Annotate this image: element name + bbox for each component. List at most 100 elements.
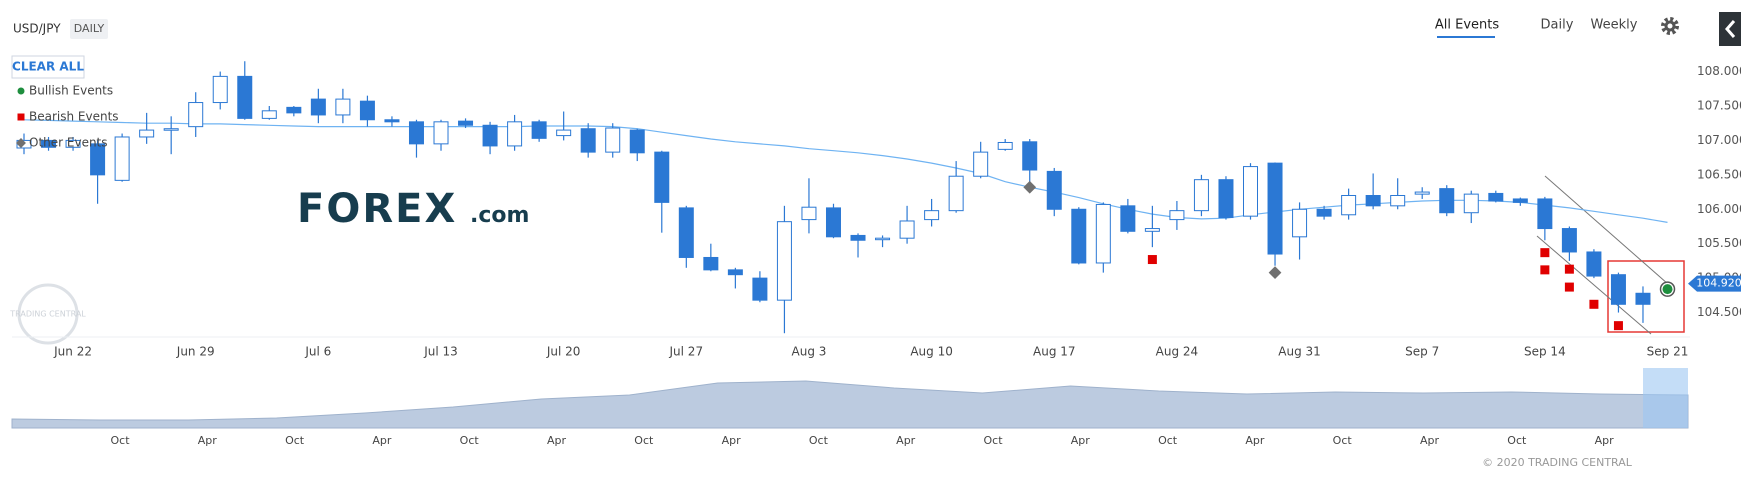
candle-body xyxy=(727,269,743,276)
navigator-label: Oct xyxy=(809,434,829,447)
tab-daily[interactable]: Daily xyxy=(1541,18,1574,33)
legend-marker xyxy=(17,113,25,121)
y-tick-label: 104.500 xyxy=(1697,305,1741,319)
tab-underline xyxy=(1437,36,1495,38)
candle-body xyxy=(482,124,498,147)
candle-body xyxy=(507,121,523,147)
legend-marker xyxy=(16,138,26,148)
logo: FOREX xyxy=(297,186,457,232)
x-tick-label: Jul 6 xyxy=(304,345,331,359)
candle-body xyxy=(1414,191,1430,195)
candle-body xyxy=(1365,195,1381,207)
candle-body xyxy=(1193,179,1209,212)
x-tick-label: Aug 31 xyxy=(1278,345,1321,359)
other-event xyxy=(1023,180,1037,194)
candle-body xyxy=(1243,166,1258,217)
candle-body xyxy=(924,210,940,221)
candle-body xyxy=(41,139,57,148)
navigator-label: Oct xyxy=(983,434,1003,447)
x-tick-label: Sep 14 xyxy=(1524,345,1566,359)
trend-line xyxy=(1544,175,1669,285)
logo-suffix: .com xyxy=(470,203,529,228)
x-tick-label: Jun 22 xyxy=(53,345,92,359)
candle-body xyxy=(90,143,106,176)
navigator-label: Apr xyxy=(1071,434,1091,447)
candle-body xyxy=(1488,192,1504,202)
candle-body xyxy=(973,151,989,177)
x-tick-label: Sep 7 xyxy=(1405,345,1439,359)
candle-body xyxy=(1095,203,1111,264)
bullish-event-dot xyxy=(1662,284,1673,295)
candle-body xyxy=(1635,292,1651,305)
clear-all[interactable]: CLEAR ALL xyxy=(12,60,84,74)
candle-body xyxy=(776,221,792,301)
candle-body xyxy=(1120,205,1136,232)
candle-body xyxy=(752,277,768,301)
y-tick-label: 106.000 xyxy=(1697,202,1741,216)
settings-icon[interactable] xyxy=(1661,17,1679,35)
navigator-area xyxy=(11,380,1689,429)
candle-body xyxy=(997,141,1013,150)
candle-body xyxy=(1046,170,1062,210)
candle-body xyxy=(1218,179,1234,219)
candle-body xyxy=(163,128,179,131)
navigator-label: Oct xyxy=(1158,434,1178,447)
navigator-label: Apr xyxy=(198,434,218,447)
tab-weekly[interactable]: Weekly xyxy=(1591,18,1638,33)
candle-body xyxy=(948,175,964,212)
candle-body xyxy=(237,75,253,119)
candle-body xyxy=(335,98,351,116)
x-tick-label: Aug 17 xyxy=(1033,345,1076,359)
navigator-label: Apr xyxy=(1420,434,1440,447)
bearish-event xyxy=(1147,255,1157,265)
candle-body xyxy=(1071,208,1087,264)
bearish-event xyxy=(1589,299,1599,309)
other-event xyxy=(1268,266,1282,279)
last-price-label: 104.920 xyxy=(1696,277,1741,290)
collapse-icon xyxy=(1725,20,1736,38)
x-tick-label: Jun 29 xyxy=(176,345,215,359)
candle-body xyxy=(875,237,891,241)
candle-body xyxy=(678,207,694,258)
bearish-event xyxy=(1613,321,1623,331)
navigator-label: Apr xyxy=(1595,434,1615,447)
candle-body xyxy=(1537,198,1553,230)
navigator-label: Oct xyxy=(1507,434,1527,447)
candle-body xyxy=(310,98,326,116)
candle-body xyxy=(212,75,228,104)
navigator-label: Oct xyxy=(1333,434,1353,447)
x-tick-label: Aug 3 xyxy=(792,345,827,359)
candle-body xyxy=(433,121,449,145)
clear-all-button[interactable] xyxy=(11,55,85,79)
candle-body xyxy=(1022,141,1038,171)
copyright: © 2020 TRADING CENTRAL xyxy=(1482,456,1633,469)
navigator-label: Oct xyxy=(110,434,130,447)
candle-body xyxy=(1169,210,1185,221)
x-tick-label: Jul 13 xyxy=(423,345,458,359)
candle-body xyxy=(801,206,817,221)
collapse-button[interactable] xyxy=(1719,12,1741,46)
candle-body xyxy=(629,129,645,154)
candle-body xyxy=(531,121,547,139)
period-badge xyxy=(70,19,108,39)
x-tick-label: Aug 24 xyxy=(1156,345,1199,359)
x-tick-label: Jul 20 xyxy=(546,345,581,359)
candle-body xyxy=(825,207,841,238)
tab-all-events[interactable]: All Events xyxy=(1435,18,1499,33)
y-tick-label: 105.500 xyxy=(1697,236,1741,250)
candle-body xyxy=(1439,188,1455,214)
candle-body xyxy=(1316,208,1332,217)
y-tick-label: 106.500 xyxy=(1697,167,1741,181)
symbol: USD/JPY xyxy=(13,22,61,36)
candle-body xyxy=(286,106,302,114)
candle-body xyxy=(580,128,596,153)
candle-body xyxy=(556,129,572,137)
candle-body xyxy=(899,220,915,239)
navigator-label: Apr xyxy=(372,434,392,447)
candle-body xyxy=(1267,162,1283,255)
navigator-window xyxy=(1643,368,1688,428)
candle-body xyxy=(1586,251,1602,277)
bearish-event xyxy=(1564,264,1574,274)
legend-label: Other Events xyxy=(29,136,108,150)
candle-body xyxy=(1292,208,1308,238)
